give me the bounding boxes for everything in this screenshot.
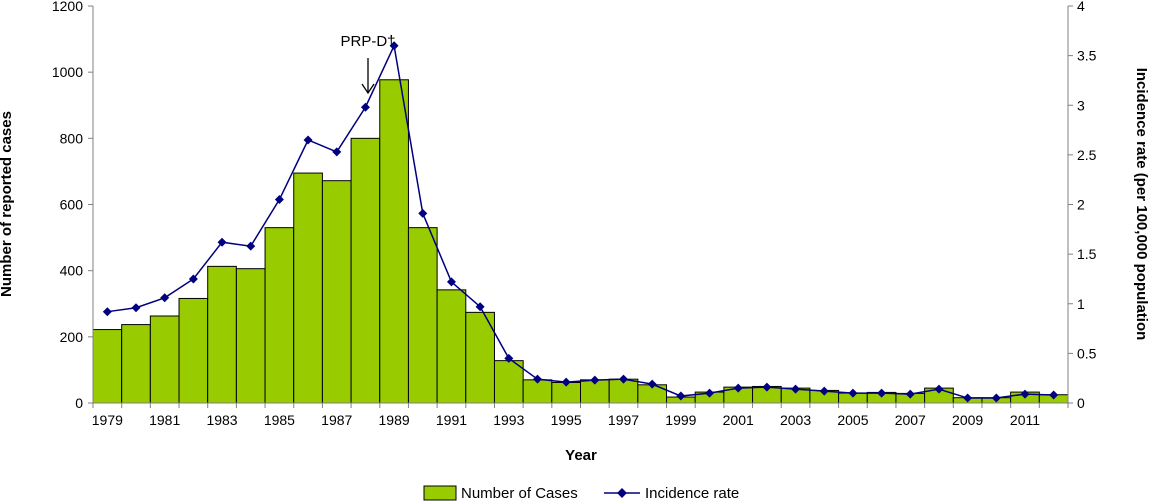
incidence-point-1995 [561, 377, 571, 387]
incidence-point-1990 [418, 208, 428, 218]
y-tick-label-right: 1.5 [1077, 246, 1097, 262]
incidence-point-2007 [905, 389, 915, 399]
bar-1989 [379, 79, 409, 404]
y-tick-label-right: 3 [1077, 97, 1085, 113]
incidence-point-1983 [217, 237, 227, 247]
x-tick-label: 2003 [780, 412, 811, 428]
legend: Number of Cases Incidence rate [423, 485, 739, 501]
incidence-point-2003 [791, 384, 801, 394]
y-tick-label-left: 800 [60, 130, 84, 146]
annotation-prp-d: PRP-D† [340, 33, 395, 50]
y-tick-label-left: 1000 [52, 64, 83, 80]
bar-1993 [493, 360, 524, 404]
bar-1982 [178, 297, 209, 404]
x-tick-label: 1995 [551, 412, 582, 428]
incidence-point-1993 [504, 353, 514, 363]
incidence-point-2001 [733, 383, 743, 393]
incidence-point-1988 [360, 102, 370, 112]
incidence-point-1982 [188, 274, 198, 284]
annotation-arrow [361, 58, 375, 95]
incidence-point-2012 [1049, 390, 1059, 400]
x-tick-label: 2007 [895, 412, 926, 428]
x-tick-label: 2005 [837, 412, 868, 428]
incidence-point-1994 [532, 374, 542, 384]
x-tick-label: 2009 [952, 412, 983, 428]
legend-marker-incidence [617, 488, 627, 498]
x-axis-title: Year [565, 447, 597, 464]
x-tick-label: 1983 [206, 412, 237, 428]
incidence-point-1999 [676, 391, 686, 401]
bar-1979 [92, 329, 123, 404]
incidence-point-1998 [647, 379, 657, 389]
x-tick-label: 1987 [321, 412, 352, 428]
incidence-rate-line [107, 43, 1054, 399]
incidence-point-1985 [274, 195, 284, 205]
y-tick-label-right: 0.5 [1077, 345, 1097, 361]
incidence-point-1979 [102, 307, 112, 317]
bar-1980 [121, 324, 151, 404]
y-axis-title-left: Number of reported cases [0, 111, 15, 297]
bar-1988 [350, 137, 381, 404]
x-tick-label: 1999 [665, 412, 696, 428]
y-tick-label-left: 200 [60, 329, 84, 345]
x-tick-label: 1981 [149, 412, 180, 428]
x-tick-label: 2011 [1010, 412, 1040, 428]
incidence-point-1984 [246, 241, 256, 251]
incidence-point-2010 [991, 393, 1001, 403]
x-tick-label: 1989 [379, 412, 410, 428]
bar-1984 [235, 268, 266, 404]
y-tick-label-right: 3.5 [1077, 48, 1097, 64]
legend-swatch-cases [423, 485, 457, 501]
legend-label-incidence: Incidence rate [645, 485, 739, 501]
bar-1981 [149, 315, 180, 404]
incidence-point-1981 [160, 293, 170, 303]
x-tick-label: 2001 [723, 412, 754, 428]
incidence-point-2008 [934, 384, 944, 394]
incidence-point-1996 [590, 375, 600, 385]
bar-1985 [264, 227, 295, 404]
bar-1983 [207, 265, 237, 404]
incidence-point-2009 [963, 393, 973, 403]
y-tick-label-right: 0 [1077, 395, 1085, 411]
bar-1992 [465, 311, 495, 404]
x-tick-label: 1993 [493, 412, 524, 428]
y-tick-label-left: 400 [60, 263, 84, 279]
y-tick-label-left: 1200 [52, 0, 83, 14]
incidence-point-1989 [389, 41, 399, 51]
incidence-point-1987 [332, 147, 342, 157]
bar-1990 [407, 227, 438, 404]
x-tick-label: 1997 [608, 412, 639, 428]
x-tick-label: 1979 [92, 412, 123, 428]
bar-1987 [321, 180, 352, 404]
y-tick-label-right: 1 [1077, 296, 1085, 312]
y-tick-label-right: 2 [1077, 197, 1085, 213]
y-tick-label-left: 0 [75, 395, 83, 411]
incidence-point-2000 [705, 388, 715, 398]
incidence-point-1986 [303, 135, 313, 145]
incidence-point-1992 [475, 302, 485, 312]
bar-1991 [436, 289, 467, 404]
y-tick-label-right: 4 [1077, 0, 1085, 14]
incidence-point-2011 [1020, 389, 1030, 399]
incidence-point-2002 [762, 382, 772, 392]
incidence-point-2006 [877, 388, 887, 398]
y-tick-label-right: 2.5 [1077, 147, 1097, 163]
legend-label-cases: Number of Cases [461, 485, 578, 501]
incidence-point-1991 [446, 277, 456, 287]
y-axis-title-right: Incidence rate (per 100,000 population [1133, 68, 1150, 341]
x-tick-label: 1985 [264, 412, 295, 428]
x-tick-label: 1991 [436, 412, 467, 428]
bar-1986 [293, 172, 323, 404]
incidence-point-2004 [819, 386, 829, 396]
incidence-point-1997 [619, 374, 629, 384]
incidence-point-2005 [848, 388, 858, 398]
y-tick-label-left: 600 [60, 197, 84, 213]
incidence-point-1980 [131, 303, 141, 313]
